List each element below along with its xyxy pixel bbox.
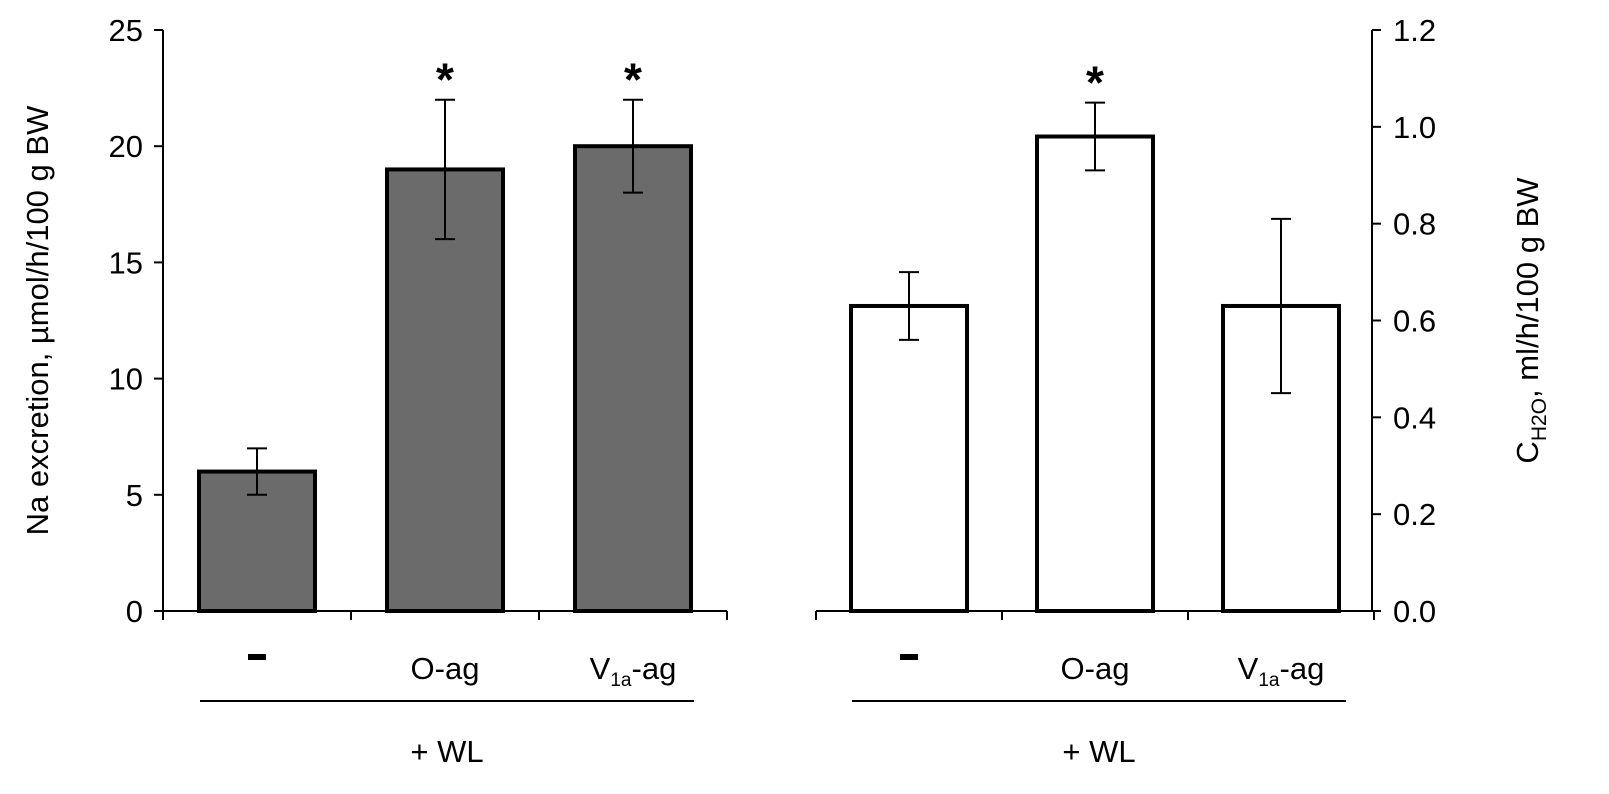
significance-marker: * bbox=[436, 54, 454, 106]
y-tick-label: 20 bbox=[109, 129, 143, 164]
y-tick-label: 0.4 bbox=[1393, 400, 1436, 435]
significance-marker: * bbox=[624, 54, 642, 106]
group-label: + WL bbox=[1062, 734, 1135, 769]
category-label: V1a-ag bbox=[1238, 651, 1325, 691]
category-label-minus bbox=[248, 654, 266, 660]
bar bbox=[1035, 134, 1155, 613]
bar bbox=[385, 167, 505, 613]
y-tick-label: 1.2 bbox=[1393, 13, 1436, 48]
left-panel-na-excretion: 0 5 10 15 20 25 - * O-ag * V1a-ag + WL Na excretion,… bbox=[20, 13, 728, 769]
y-tick-label: 0.6 bbox=[1393, 304, 1436, 339]
y-axis-title: CH2O, ml/h/100 g BW bbox=[1510, 177, 1551, 464]
category-label: - bbox=[904, 640, 914, 675]
category-label: V1a-ag bbox=[590, 651, 677, 691]
y-axis-title: Na excretion, µmol/h/100 g BW bbox=[20, 105, 55, 535]
y-tick-label: 1.0 bbox=[1393, 110, 1436, 145]
category-label: O-ag bbox=[411, 651, 480, 686]
y-tick-label: 0 bbox=[126, 594, 143, 629]
y-tick-label: 0.8 bbox=[1393, 207, 1436, 242]
category-label-minus bbox=[900, 654, 918, 660]
bar bbox=[573, 144, 693, 613]
y-tick-label: 25 bbox=[109, 13, 143, 48]
group-label: + WL bbox=[410, 734, 483, 769]
right-panel-free-water-clearance: 0.0 0.2 0.4 0.6 0.8 1.0 1.2 - * O-ag V1a-ag + WL CH2… bbox=[815, 13, 1551, 769]
y-tick-label: 10 bbox=[109, 362, 143, 397]
category-label: - bbox=[252, 640, 262, 675]
y-tick-label: 0.0 bbox=[1393, 594, 1436, 629]
y-tick-label: 5 bbox=[126, 478, 143, 513]
significance-marker: * bbox=[1086, 57, 1104, 109]
y-tick-label: 0.2 bbox=[1393, 497, 1436, 532]
bar bbox=[849, 303, 969, 613]
y-tick-label: 15 bbox=[109, 245, 143, 280]
category-label: O-ag bbox=[1061, 651, 1130, 686]
